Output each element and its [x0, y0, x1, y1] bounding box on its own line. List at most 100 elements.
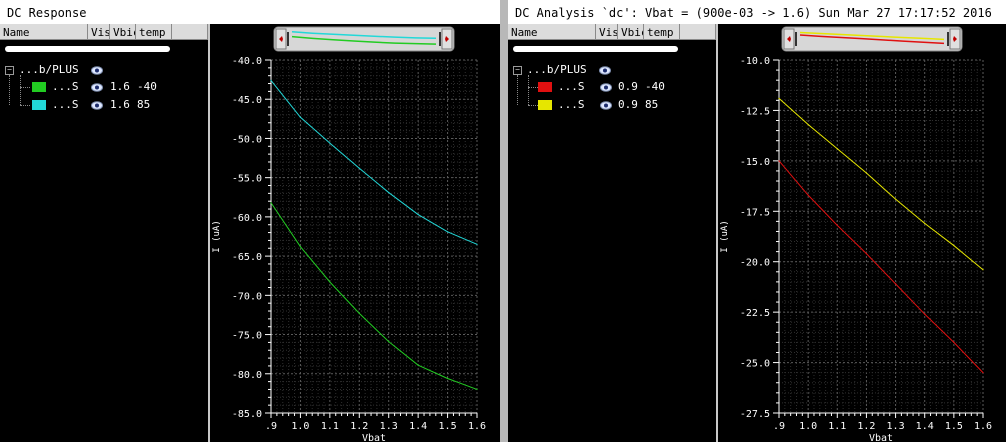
- x-tick-label: .9: [265, 421, 277, 432]
- visibility-eye-icon[interactable]: [600, 83, 612, 92]
- data-point: [982, 372, 984, 374]
- column-header-vbias[interactable]: Vbiс: [110, 24, 136, 40]
- visibility-eye-icon[interactable]: [91, 101, 103, 110]
- column-header-vis[interactable]: Vis: [596, 24, 618, 40]
- series-line: [270, 80, 478, 245]
- zoom-right-arrow-icon: [953, 36, 957, 42]
- zoom-preview-line: [291, 35, 437, 45]
- signal-temp: 85: [645, 98, 659, 111]
- y-axis-label: I (uA): [720, 220, 730, 253]
- x-tick-label: 1.0: [799, 421, 817, 432]
- data-point: [417, 213, 419, 216]
- y-tick-label: -17.5: [740, 207, 770, 218]
- column-header-vbias[interactable]: Vbiс: [618, 24, 644, 40]
- tree-line: [9, 75, 10, 105]
- signal-vbat: 0.9: [618, 80, 638, 93]
- x-axis-label: Vbat: [362, 433, 386, 442]
- visibility-eye-icon[interactable]: [91, 66, 103, 75]
- signal-name: ...S: [558, 98, 585, 111]
- tree-line: [528, 75, 529, 105]
- tree-root[interactable]: ...b/PLUS: [527, 62, 587, 78]
- x-tick-label: 1.4: [916, 421, 934, 432]
- data-point: [358, 167, 360, 169]
- zoom-preview-line: [799, 34, 945, 45]
- data-point: [270, 202, 272, 204]
- signal-row[interactable]: ...S: [558, 79, 585, 95]
- data-point: [329, 142, 331, 144]
- signal-row[interactable]: ...S: [558, 97, 585, 113]
- signal-temp: -40: [645, 80, 665, 93]
- signal-name: ...S: [52, 98, 79, 111]
- y-tick-label: -75.0: [232, 331, 262, 342]
- pane-splitter[interactable]: [716, 24, 718, 442]
- y-tick-label: -22.5: [740, 308, 770, 319]
- tree-line: [517, 75, 518, 105]
- x-tick-label: 1.0: [291, 421, 309, 432]
- data-point: [778, 160, 780, 162]
- series-color-swatch: [538, 100, 552, 110]
- tree-root[interactable]: ...b/PLUS: [19, 62, 79, 78]
- column-header-name[interactable]: Name: [0, 24, 88, 40]
- y-tick-label: -45.0: [232, 95, 262, 106]
- data-point: [894, 283, 897, 285]
- x-tick-label: 1.1: [321, 421, 339, 432]
- data-point: [894, 198, 897, 200]
- zoom-slider: [273, 26, 455, 52]
- x-tick-label: 1.6: [974, 421, 992, 432]
- series-color-swatch: [32, 82, 46, 92]
- data-point: [329, 281, 331, 283]
- data-point: [982, 269, 984, 271]
- column-header-temp[interactable]: temp: [136, 24, 172, 40]
- pane-splitter[interactable]: [208, 24, 210, 442]
- horizontal-scrollbar[interactable]: [513, 46, 678, 52]
- zoom-left-arrow-icon: [787, 36, 791, 42]
- tree-root-label: ...b/PLUS: [527, 63, 587, 76]
- data-point: [476, 243, 478, 245]
- window-title: DC Response: [0, 0, 500, 25]
- x-tick-label: 1.3: [380, 421, 398, 432]
- visibility-eye-icon[interactable]: [91, 83, 103, 92]
- right-graph-window: DC Analysis `dc': Vbat = (900e-03 -> 1.6…: [508, 0, 1006, 442]
- y-tick-label: -80.0: [232, 370, 262, 381]
- column-header-name[interactable]: Name: [508, 24, 596, 40]
- zoom-left-arrow-icon: [279, 36, 283, 42]
- signal-row[interactable]: ...S: [52, 79, 79, 95]
- series-line: [778, 97, 984, 271]
- data-point: [778, 97, 780, 99]
- window-splitter[interactable]: [500, 0, 508, 442]
- data-point: [417, 364, 419, 366]
- zoom-preview-line: [291, 31, 437, 40]
- y-tick-label: -25.0: [740, 359, 770, 370]
- signal-temp: -40: [137, 80, 157, 93]
- y-tick-label: -15.0: [740, 157, 770, 168]
- data-point: [299, 116, 302, 118]
- visibility-eye-icon[interactable]: [600, 101, 612, 110]
- horizontal-scrollbar[interactable]: [5, 46, 170, 52]
- series-color-swatch: [538, 82, 552, 92]
- data-point: [446, 377, 449, 380]
- data-point: [953, 341, 955, 343]
- x-tick-label: 1.2: [350, 421, 368, 432]
- collapse-icon[interactable]: −: [513, 66, 522, 75]
- y-tick-label: -65.0: [232, 252, 262, 263]
- column-header-temp[interactable]: temp: [644, 24, 680, 40]
- x-tick-label: 1.4: [409, 421, 427, 432]
- y-axis-label: I (uA): [212, 220, 222, 253]
- data-point: [953, 244, 955, 247]
- graph-plot[interactable]: -40.0 -45.0 -50.0 -55.0 -60.0 -65.0 -70.0 -75.0…: [210, 24, 500, 442]
- visibility-eye-icon[interactable]: [599, 66, 611, 75]
- collapse-icon[interactable]: −: [5, 66, 14, 75]
- zoom-right-arrow-icon: [445, 36, 449, 42]
- signal-row[interactable]: ...S: [52, 97, 79, 113]
- y-tick-label: -70.0: [232, 291, 262, 302]
- y-tick-label: -12.5: [740, 106, 770, 117]
- y-tick-label: -27.5: [740, 409, 770, 420]
- graph-plot[interactable]: -10.0 -12.5 -15.0 -17.5 -20.0 -22.5 -25.0 -27.5…: [718, 24, 1006, 442]
- data-point: [476, 388, 478, 391]
- x-tick-label: 1.1: [828, 421, 846, 432]
- data-point: [358, 312, 360, 314]
- tree-branch: [20, 87, 30, 88]
- tree-root-label: ...b/PLUS: [19, 63, 79, 76]
- column-header-vis[interactable]: Vis: [88, 24, 110, 40]
- x-tick-label: 1.2: [857, 421, 875, 432]
